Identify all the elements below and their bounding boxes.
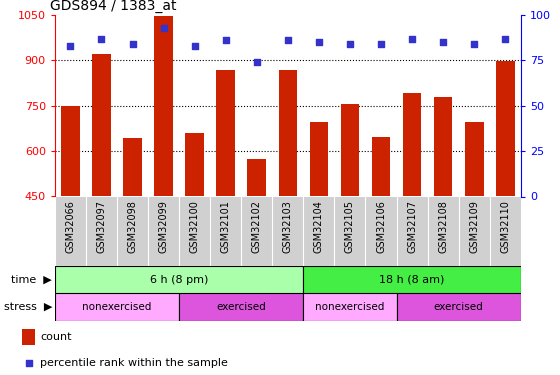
Text: percentile rank within the sample: percentile rank within the sample — [40, 358, 228, 368]
Text: GSM32100: GSM32100 — [190, 200, 200, 253]
Point — [470, 41, 479, 47]
Text: exercised: exercised — [434, 302, 483, 312]
Point — [97, 36, 106, 42]
Bar — [465, 122, 483, 196]
Text: nonexercised: nonexercised — [82, 302, 152, 312]
Bar — [92, 54, 111, 196]
Bar — [123, 138, 142, 196]
Text: GSM32104: GSM32104 — [314, 200, 324, 253]
Point — [346, 41, 354, 47]
Text: GSM32110: GSM32110 — [500, 200, 510, 253]
Bar — [310, 122, 328, 196]
Point — [314, 39, 323, 45]
Bar — [179, 293, 304, 321]
Point — [159, 25, 168, 31]
Bar — [403, 93, 422, 196]
Text: GSM32099: GSM32099 — [158, 200, 169, 253]
Bar — [154, 16, 173, 197]
Text: GSM32101: GSM32101 — [221, 200, 231, 253]
Point — [283, 38, 292, 44]
Bar — [372, 137, 390, 196]
Text: stress  ▶: stress ▶ — [4, 302, 52, 312]
Point — [408, 36, 417, 42]
Bar — [304, 266, 521, 293]
Point — [66, 43, 75, 49]
Point — [221, 38, 230, 44]
Point — [438, 39, 447, 45]
Bar — [185, 133, 204, 196]
Text: GSM32105: GSM32105 — [345, 200, 355, 253]
Bar — [434, 97, 452, 196]
Text: time  ▶: time ▶ — [11, 274, 52, 285]
Text: count: count — [40, 332, 72, 342]
Text: GSM32097: GSM32097 — [96, 200, 106, 253]
Text: nonexercised: nonexercised — [315, 302, 385, 312]
Bar — [304, 293, 396, 321]
Text: GSM32103: GSM32103 — [283, 200, 293, 253]
Bar — [278, 70, 297, 196]
Bar — [340, 104, 360, 196]
Text: GSM32106: GSM32106 — [376, 200, 386, 253]
Text: 18 h (8 am): 18 h (8 am) — [379, 274, 445, 285]
Text: GDS894 / 1383_at: GDS894 / 1383_at — [50, 0, 177, 13]
Point — [253, 59, 262, 65]
Text: GSM32066: GSM32066 — [66, 200, 76, 253]
Bar — [396, 293, 521, 321]
Point — [190, 43, 199, 49]
Point — [501, 36, 510, 42]
Point — [376, 41, 385, 47]
Point — [535, 236, 544, 242]
Bar — [216, 70, 235, 196]
Bar — [55, 266, 304, 293]
Text: 6 h (8 pm): 6 h (8 pm) — [150, 274, 208, 285]
Text: exercised: exercised — [216, 302, 266, 312]
Bar — [22, 329, 35, 345]
Text: GSM32108: GSM32108 — [438, 200, 448, 253]
Text: GSM32098: GSM32098 — [128, 200, 138, 253]
Text: GSM32107: GSM32107 — [407, 200, 417, 253]
Bar — [496, 61, 515, 196]
Bar — [55, 293, 179, 321]
Bar — [248, 159, 266, 196]
Text: GSM32102: GSM32102 — [252, 200, 262, 253]
Point — [128, 41, 137, 47]
Text: GSM32109: GSM32109 — [469, 200, 479, 253]
Bar — [61, 106, 80, 196]
